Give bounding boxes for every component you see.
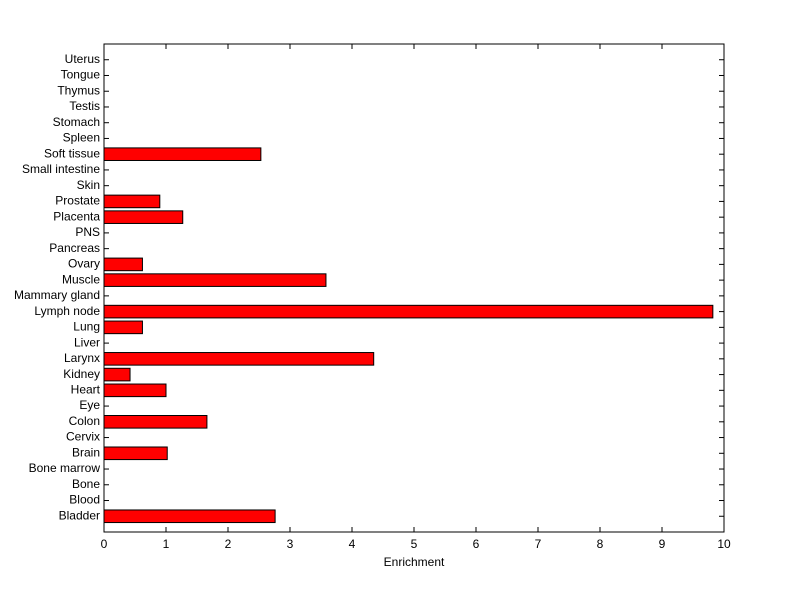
y-tick-label: Bone <box>72 477 100 491</box>
x-axis-label: Enrichment <box>384 555 445 569</box>
bar <box>103 304 714 319</box>
y-tick-label: Ovary <box>68 257 100 271</box>
y-tick-label: Liver <box>74 335 100 349</box>
y-tick-label: Cervix <box>66 430 100 444</box>
y-tick-label: Brain <box>72 445 100 459</box>
y-tick-label: Mammary gland <box>14 288 100 302</box>
x-tick-label: 5 <box>411 537 418 551</box>
bar <box>103 147 262 161</box>
y-tick-label: Larynx <box>64 351 100 365</box>
y-tick-label: Lung <box>73 320 100 334</box>
y-tick-label: Small intestine <box>22 162 100 176</box>
y-tick-label: Pancreas <box>49 241 100 255</box>
y-tick-label: Thymus <box>57 83 100 97</box>
y-tick-label: PNS <box>75 225 100 239</box>
bar <box>103 194 161 209</box>
y-tick-label: Skin <box>77 178 100 192</box>
bar <box>103 352 375 366</box>
y-tick-label: Uterus <box>65 52 100 66</box>
bar <box>103 273 327 287</box>
bar <box>103 446 168 461</box>
x-tick-label: 6 <box>473 537 480 551</box>
x-tick-label: 0 <box>101 537 108 551</box>
bar <box>103 415 208 429</box>
x-tick-label: 10 <box>717 537 731 551</box>
y-tick-label: Heart <box>71 382 101 396</box>
bar <box>103 210 184 224</box>
y-tick-label: Tongue <box>61 68 101 82</box>
plot-area <box>103 43 725 533</box>
y-tick-label: Testis <box>69 99 100 113</box>
y-tick-label: Lymph node <box>34 304 100 318</box>
bar <box>103 509 276 524</box>
x-tick-label: 8 <box>597 537 604 551</box>
y-tick-label: Prostate <box>55 194 100 208</box>
x-tick-label: 3 <box>287 537 294 551</box>
bar <box>103 367 131 382</box>
y-tick-label: Stomach <box>53 115 100 129</box>
y-tick-label: Placenta <box>53 209 100 223</box>
y-tick-label: Muscle <box>62 272 100 286</box>
y-tick-label: Blood <box>69 493 100 507</box>
x-tick-label: 4 <box>349 537 356 551</box>
bar <box>103 383 167 398</box>
bar <box>103 320 143 335</box>
x-tick-label: 9 <box>659 537 666 551</box>
y-tick-label: Colon <box>69 414 100 428</box>
y-tick-label: Spleen <box>63 131 100 145</box>
x-tick-label: 7 <box>535 537 542 551</box>
y-tick-label: Bladder <box>59 508 100 522</box>
y-tick-label: Kidney <box>63 367 100 381</box>
bar <box>103 257 143 272</box>
x-tick-label: 1 <box>163 537 170 551</box>
y-tick-label: Bone marrow <box>29 461 101 475</box>
y-tick-label: Soft tissue <box>44 146 100 160</box>
y-tick-label: Eye <box>79 398 100 412</box>
x-tick-label: 2 <box>225 537 232 551</box>
